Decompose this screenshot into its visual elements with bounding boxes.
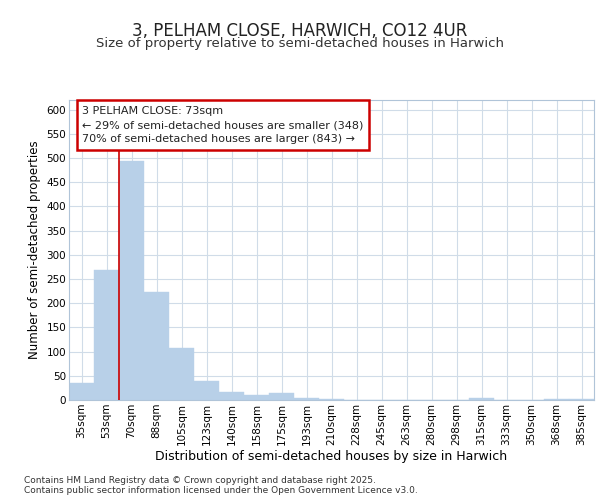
Bar [144, 292, 169, 400]
Bar [244, 395, 269, 400]
Bar [544, 398, 569, 400]
Bar [169, 348, 194, 400]
Text: Size of property relative to semi-detached houses in Harwich: Size of property relative to semi-detach… [96, 38, 504, 51]
Bar [94, 270, 119, 400]
Bar [269, 392, 294, 400]
Y-axis label: Number of semi-detached properties: Number of semi-detached properties [28, 140, 41, 360]
Bar [194, 380, 219, 400]
Text: Contains HM Land Registry data © Crown copyright and database right 2025.
Contai: Contains HM Land Registry data © Crown c… [24, 476, 418, 495]
Bar [219, 392, 244, 400]
Text: 3 PELHAM CLOSE: 73sqm
← 29% of semi-detached houses are smaller (348)
70% of sem: 3 PELHAM CLOSE: 73sqm ← 29% of semi-deta… [82, 106, 364, 144]
Bar [294, 398, 319, 400]
Text: 3, PELHAM CLOSE, HARWICH, CO12 4UR: 3, PELHAM CLOSE, HARWICH, CO12 4UR [133, 22, 467, 40]
Bar [119, 162, 144, 400]
Bar [569, 398, 594, 400]
Bar [469, 398, 494, 400]
Bar [319, 398, 344, 400]
Bar [69, 383, 94, 400]
X-axis label: Distribution of semi-detached houses by size in Harwich: Distribution of semi-detached houses by … [155, 450, 508, 464]
